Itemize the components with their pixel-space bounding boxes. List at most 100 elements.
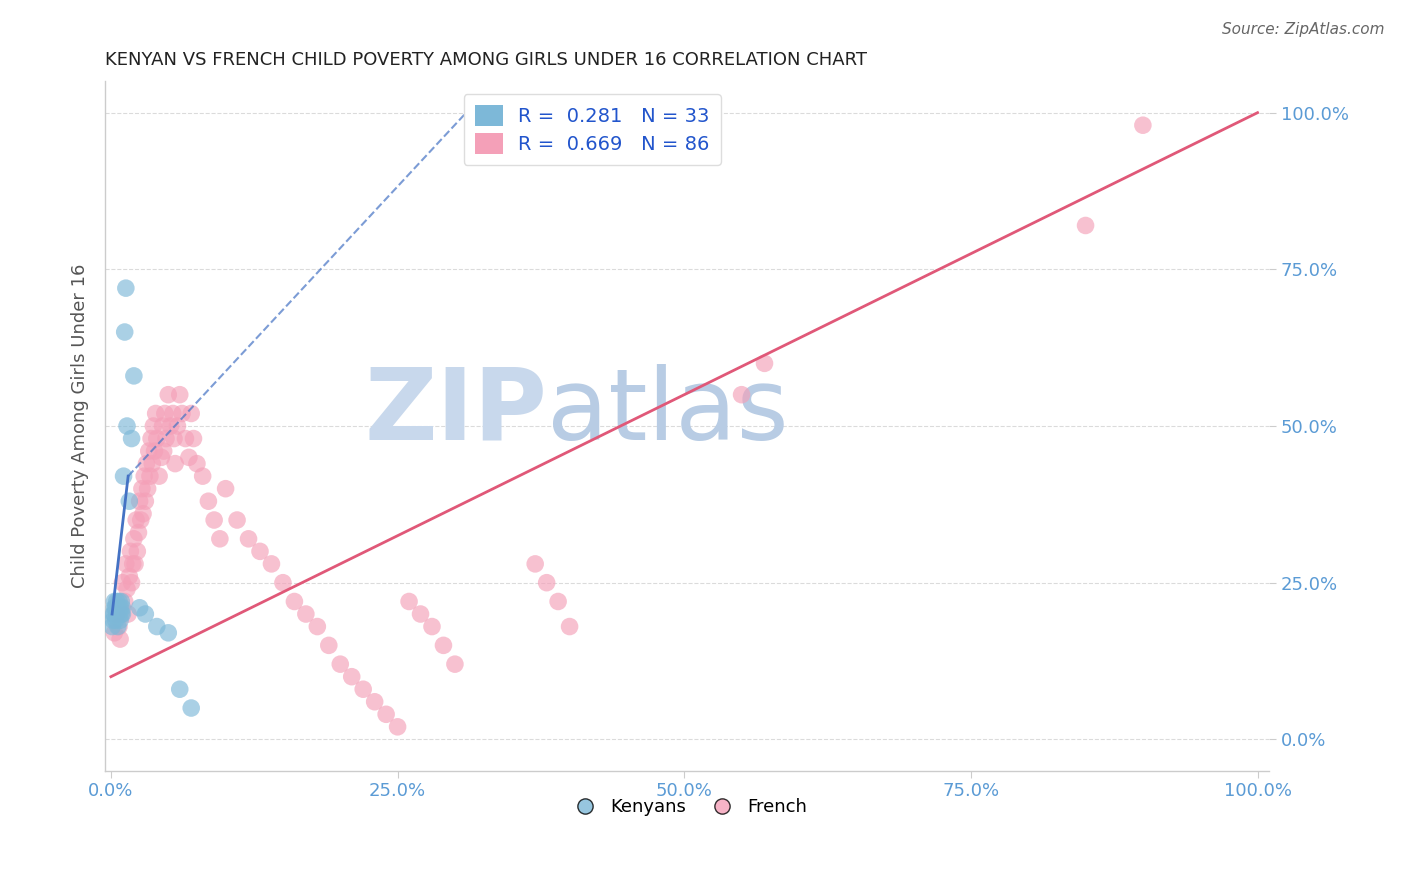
Point — [103, 607, 125, 621]
Point — [122, 368, 145, 383]
Point — [108, 607, 131, 621]
Point — [536, 575, 558, 590]
Point — [108, 600, 131, 615]
Point — [115, 281, 138, 295]
Point — [103, 600, 125, 615]
Point — [271, 575, 294, 590]
Point — [129, 513, 152, 527]
Point — [111, 575, 134, 590]
Point — [139, 432, 162, 446]
Point — [101, 619, 124, 633]
Point — [103, 613, 125, 627]
Point — [1132, 118, 1154, 132]
Point — [352, 682, 374, 697]
Point — [108, 619, 131, 633]
Text: ZIP: ZIP — [364, 364, 547, 461]
Point — [409, 607, 432, 621]
Point — [318, 638, 340, 652]
Point — [146, 432, 169, 446]
Point — [150, 450, 173, 465]
Point — [295, 607, 318, 621]
Point — [165, 457, 187, 471]
Point — [307, 619, 329, 633]
Point — [238, 532, 260, 546]
Point — [124, 557, 146, 571]
Point — [105, 607, 128, 621]
Point — [104, 600, 127, 615]
Point — [174, 432, 197, 446]
Point — [127, 525, 149, 540]
Point — [107, 600, 129, 615]
Point — [121, 575, 143, 590]
Point — [111, 600, 134, 615]
Point — [135, 457, 157, 471]
Point — [105, 594, 128, 608]
Point — [108, 632, 131, 646]
Point — [108, 613, 131, 627]
Point — [166, 419, 188, 434]
Point — [329, 657, 352, 672]
Point — [202, 513, 225, 527]
Point — [169, 387, 191, 401]
Point — [169, 682, 191, 697]
Legend: Kenyans, French: Kenyans, French — [560, 791, 814, 823]
Point — [107, 619, 129, 633]
Point — [103, 607, 125, 621]
Text: KENYAN VS FRENCH CHILD POVERTY AMONG GIRLS UNDER 16 CORRELATION CHART: KENYAN VS FRENCH CHILD POVERTY AMONG GIR… — [105, 51, 868, 69]
Point — [134, 607, 156, 621]
Point — [558, 619, 581, 633]
Text: Source: ZipAtlas.com: Source: ZipAtlas.com — [1222, 22, 1385, 37]
Point — [152, 419, 174, 434]
Point — [387, 720, 409, 734]
Point — [157, 387, 180, 401]
Point — [105, 607, 128, 621]
Point — [131, 482, 153, 496]
Point — [120, 544, 142, 558]
Point — [103, 625, 125, 640]
Point — [108, 594, 131, 608]
Point — [730, 387, 752, 401]
Point — [420, 619, 443, 633]
Point — [208, 532, 231, 546]
Point — [226, 513, 249, 527]
Point — [249, 544, 271, 558]
Point — [115, 419, 138, 434]
Point — [118, 569, 141, 583]
Point — [134, 469, 156, 483]
Point — [138, 444, 160, 458]
Point — [191, 469, 214, 483]
Point — [214, 482, 236, 496]
Point — [152, 444, 174, 458]
Point — [103, 594, 125, 608]
Point — [104, 613, 127, 627]
Point — [148, 469, 170, 483]
Point — [180, 701, 202, 715]
Point — [524, 557, 547, 571]
Point — [283, 594, 305, 608]
Point — [1074, 219, 1097, 233]
Point — [143, 444, 166, 458]
Point — [121, 432, 143, 446]
Point — [183, 432, 205, 446]
Point — [111, 607, 134, 621]
Point — [128, 494, 150, 508]
Point — [125, 513, 148, 527]
Point — [260, 557, 283, 571]
Point — [197, 494, 219, 508]
Point — [432, 638, 454, 652]
Point — [122, 532, 145, 546]
Point — [754, 356, 776, 370]
Text: atlas: atlas — [547, 364, 789, 461]
Point — [112, 469, 135, 483]
Point — [114, 325, 136, 339]
Point — [115, 557, 138, 571]
Y-axis label: Child Poverty Among Girls Under 16: Child Poverty Among Girls Under 16 — [72, 264, 89, 588]
Point — [141, 457, 163, 471]
Point — [177, 450, 200, 465]
Point — [118, 494, 141, 508]
Point — [170, 407, 193, 421]
Point — [163, 432, 186, 446]
Point — [121, 557, 143, 571]
Point — [180, 407, 202, 421]
Point — [132, 507, 155, 521]
